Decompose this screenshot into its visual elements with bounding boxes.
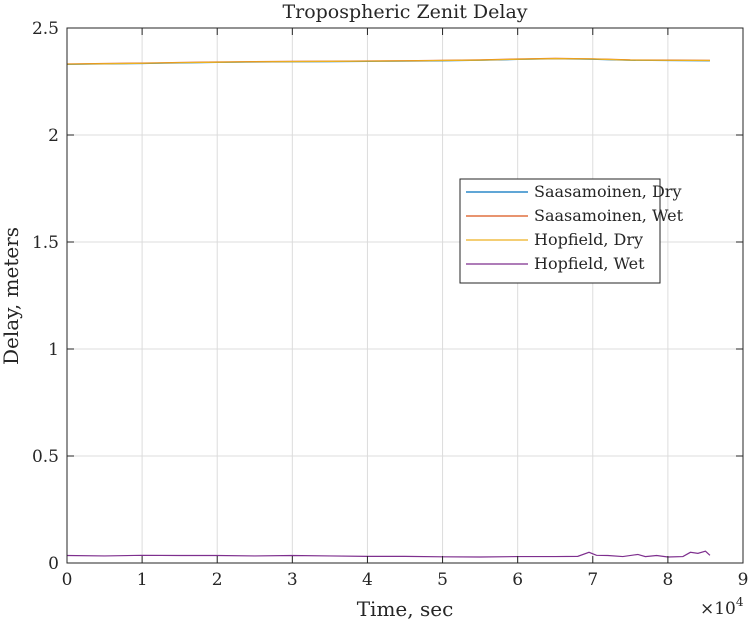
x-tick-label: 4 bbox=[362, 570, 373, 590]
x-tick-label: 3 bbox=[287, 570, 298, 590]
legend-label: Hopfield, Wet bbox=[534, 254, 645, 273]
y-tick-label: 1.5 bbox=[32, 233, 59, 253]
y-tick-label: 2.5 bbox=[32, 19, 59, 39]
legend-label: Saasamoinen, Dry bbox=[534, 182, 681, 201]
x-tick-label: 0 bbox=[62, 570, 73, 590]
y-tick-label: 2 bbox=[48, 126, 59, 146]
legend: Saasamoinen, Dry Saasamoinen, Wet Hopfield… bbox=[459, 178, 684, 284]
series-lines bbox=[66, 57, 711, 558]
x-tick-label: 7 bbox=[587, 570, 598, 590]
svg-text:×104: ×104 bbox=[700, 595, 744, 619]
legend-label: Hopfield, Dry bbox=[534, 230, 643, 249]
x-tick-label: 5 bbox=[437, 570, 448, 590]
y-tick-label: 0 bbox=[48, 554, 59, 574]
series-line-4 bbox=[66, 550, 711, 558]
chart-title: Tropospheric Zenit Delay bbox=[282, 1, 527, 23]
x-tick-label: 8 bbox=[662, 570, 673, 590]
x-tick-label: 2 bbox=[212, 570, 223, 590]
series-line-3 bbox=[66, 57, 710, 65]
y-tick-label: 1 bbox=[48, 340, 59, 360]
legend-box bbox=[459, 178, 661, 284]
x-exponent-power: 4 bbox=[736, 595, 744, 609]
x-exponent-base: ×10 bbox=[700, 599, 736, 619]
y-axis-label: Delay, meters bbox=[0, 227, 23, 365]
x-exponent: ×104 bbox=[700, 595, 744, 619]
legend-label: Saasamoinen, Wet bbox=[534, 206, 684, 225]
x-tick-label: 1 bbox=[137, 570, 148, 590]
x-tick-label: 6 bbox=[512, 570, 523, 590]
y-tick-label: 0.5 bbox=[32, 447, 59, 467]
axes bbox=[66, 27, 744, 564]
axes-box bbox=[66, 27, 744, 564]
x-axis-label: Time, sec bbox=[357, 597, 454, 621]
x-tick-label: 9 bbox=[738, 570, 749, 590]
tick-labels: 0 1 2 3 4 5 6 7 8 9 0 0.5 1 1.5 2 2.5 bbox=[32, 19, 748, 590]
